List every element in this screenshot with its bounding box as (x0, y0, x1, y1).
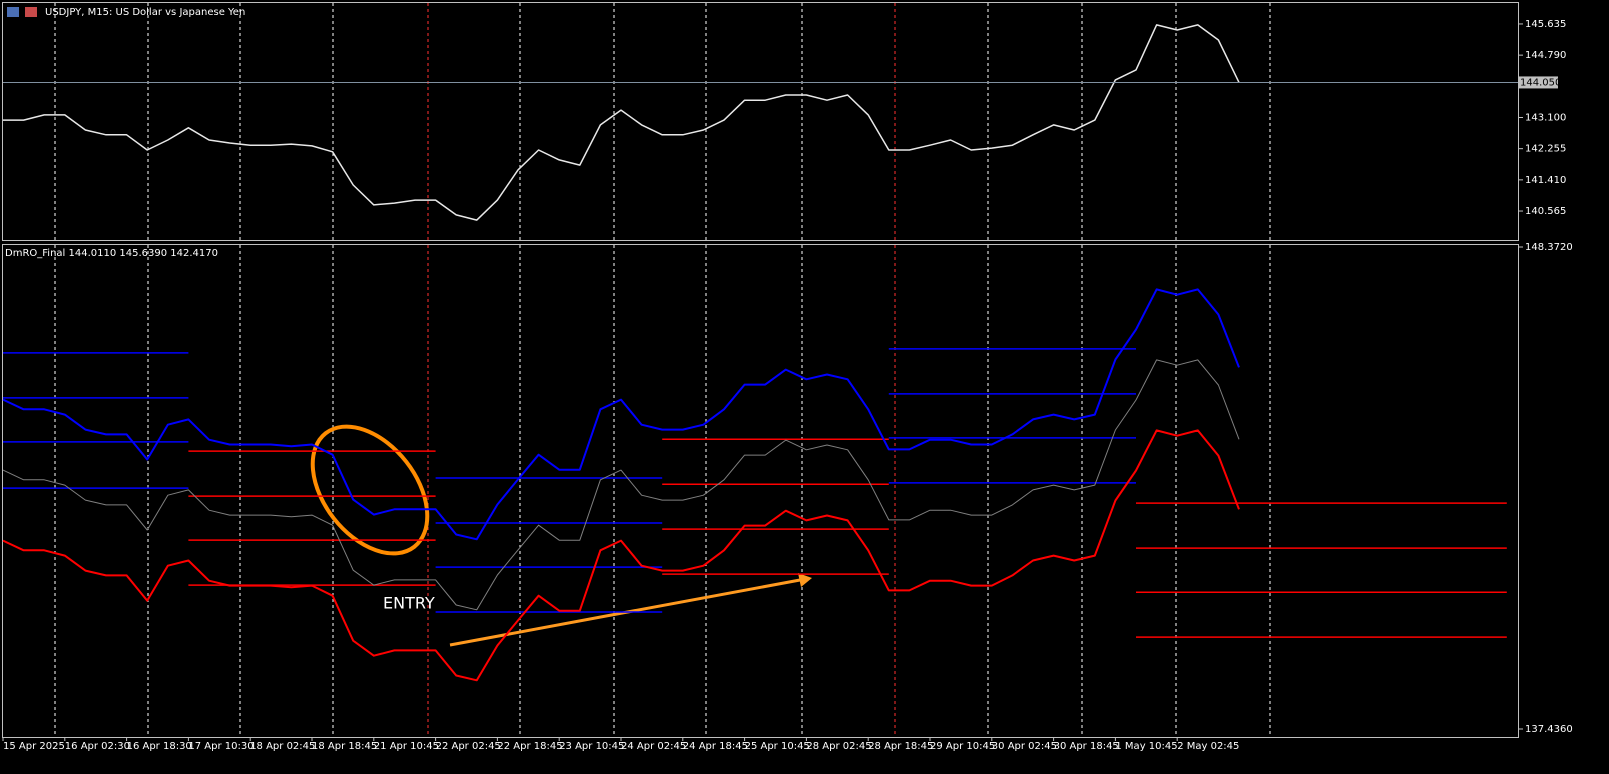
price-title: USDJPY, M15: US Dollar vs Japanese Yen (45, 7, 245, 18)
x-tick-label: 1 May 10:45 (1115, 741, 1177, 752)
x-tick-label: 15 Apr 2025 (3, 741, 65, 752)
x-tick-label: 16 Apr 02:30 (65, 741, 130, 752)
x-tick-label: 18 Apr 18:45 (312, 741, 377, 752)
indicator-pane-border (2, 244, 1519, 738)
y-tick-label: 145.635 (1525, 19, 1566, 30)
x-tick-label: 28 Apr 02:45 (806, 741, 871, 752)
x-tick-label: 24 Apr 18:45 (683, 741, 748, 752)
y-tick-label: 142.255 (1525, 144, 1566, 155)
series-line (2, 288, 1240, 541)
y-tick-label: 137.4360 (1525, 724, 1573, 735)
series-line (2, 359, 1240, 611)
x-tick-label: 24 Apr 02:45 (621, 741, 686, 752)
x-tick-label: 30 Apr 02:45 (992, 741, 1057, 752)
x-tick-label: 2 May 02:45 (1177, 741, 1239, 752)
y-tick-label: 141.410 (1525, 175, 1566, 186)
x-tick-label: 22 Apr 18:45 (497, 741, 562, 752)
y-tick-label: 140.565 (1525, 206, 1566, 217)
highlight-ellipse (310, 424, 430, 556)
series-line (2, 429, 1240, 682)
x-tick-label: 28 Apr 18:45 (868, 741, 933, 752)
x-tick-label: 22 Apr 02:45 (436, 741, 501, 752)
x-tick-label: 16 Apr 18:30 (127, 741, 192, 752)
arrow-head (798, 573, 812, 587)
x-tick-label: 25 Apr 10:45 (745, 741, 810, 752)
last-price-label: 144.050 (1520, 77, 1561, 88)
y-tick-label: 143.100 (1525, 112, 1566, 123)
indicator-title: DmRO_Final 144.0110 145.6390 142.4170 (5, 248, 218, 259)
icon (7, 7, 19, 17)
price-pane-border (2, 2, 1519, 241)
last-price-box (1518, 76, 1558, 89)
x-tick-label: 17 Apr 10:30 (188, 741, 253, 752)
icon (25, 7, 37, 17)
x-tick-label: 29 Apr 10:45 (930, 741, 995, 752)
x-tick-label: 30 Apr 18:45 (1054, 741, 1119, 752)
x-tick-label: 18 Apr 02:45 (250, 741, 315, 752)
x-tick-label: 21 Apr 10:45 (374, 741, 439, 752)
x-tick-label: 23 Apr 10:45 (559, 741, 624, 752)
y-tick-label: 144.790 (1525, 50, 1566, 61)
entry-label: ENTRY (383, 594, 435, 613)
y-tick-label: 148.3720 (1525, 242, 1573, 253)
series-line (3, 24, 1240, 221)
